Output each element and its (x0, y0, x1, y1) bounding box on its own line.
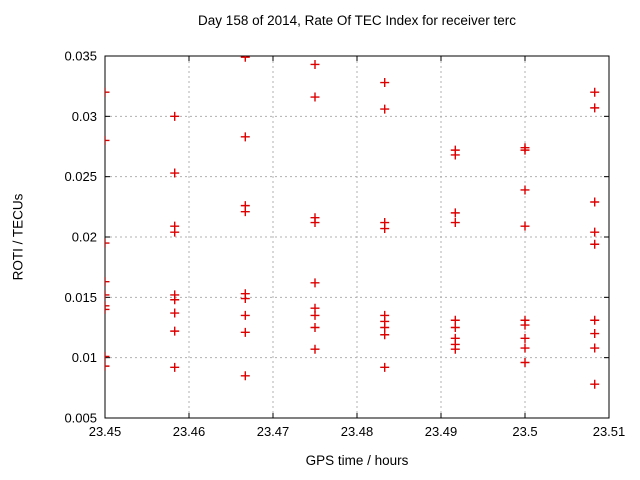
scatter-point (520, 221, 530, 231)
scatter-point (590, 315, 600, 325)
scatter-point (450, 208, 460, 218)
scatter-point (170, 308, 180, 318)
scatter-point (170, 295, 180, 305)
y-axis-label: ROTI / TECUs (10, 193, 26, 281)
scatter-point (240, 132, 250, 142)
scatter-point (450, 218, 460, 228)
scatter-point (380, 330, 390, 340)
scatter-point (105, 351, 110, 361)
scatter-point (105, 238, 110, 248)
scatter-point (105, 361, 110, 371)
scatter-point (170, 326, 180, 336)
x-tick-label: 23.46 (173, 424, 206, 439)
scatter-point (310, 59, 320, 69)
scatter-point (105, 304, 110, 314)
x-tick-label: 23.47 (257, 424, 290, 439)
y-tick-label: 0.02 (72, 230, 97, 245)
scatter-point (310, 218, 320, 228)
x-axis-label: GPS time / hours (305, 453, 409, 468)
scatter-point (520, 185, 530, 195)
scatter-point (170, 362, 180, 372)
y-tick-label: 0.005 (64, 411, 97, 426)
y-tick-label: 0.035 (64, 49, 97, 64)
scatter-point (240, 310, 250, 320)
scatter-point (310, 344, 320, 354)
scatter-point (590, 227, 600, 237)
scatter-point (520, 320, 530, 330)
scatter-point (590, 239, 600, 249)
scatter-point (310, 323, 320, 332)
scatter-point (240, 327, 250, 337)
scatter-point (590, 379, 600, 389)
y-tick-label: 0.01 (72, 350, 97, 365)
scatter-point (105, 277, 110, 287)
scatter-point (520, 145, 530, 155)
scatter-point (105, 301, 110, 311)
x-tick-label: 23.51 (593, 424, 626, 439)
scatter-point (450, 344, 460, 354)
scatter-point (310, 310, 320, 320)
scatter-point (590, 103, 600, 113)
scatter-point (590, 329, 600, 339)
scatter-point (240, 207, 250, 217)
scatter-point (310, 278, 320, 288)
scatter-point (590, 343, 600, 353)
scatter-point (310, 92, 320, 102)
y-tick-label: 0.025 (64, 169, 97, 184)
y-tick-label: 0.015 (64, 290, 97, 305)
scatter-point (380, 104, 390, 114)
x-tick-label: 23.5 (512, 424, 537, 439)
scatter-point (520, 343, 530, 353)
scatter-point (105, 290, 110, 300)
data-points (105, 56, 600, 389)
scatter-point (240, 56, 250, 62)
scatter-point (380, 78, 390, 88)
scatter-point (380, 362, 390, 372)
scatter-point (450, 323, 460, 332)
x-tick-label: 23.48 (341, 424, 374, 439)
scatter-point (520, 333, 530, 343)
scatter-point (105, 87, 110, 97)
scatter-point (170, 227, 180, 237)
scatter-point (240, 371, 250, 381)
scatter-point (590, 197, 600, 207)
x-tick-label: 23.49 (425, 424, 458, 439)
y-tick-label: 0.03 (72, 109, 97, 124)
scatter-point (170, 111, 180, 121)
scatter-point (450, 150, 460, 160)
scatter-point (520, 357, 530, 367)
scatter-point (240, 294, 250, 304)
chart-title: Day 158 of 2014, Rate Of TEC Index for r… (198, 13, 516, 28)
scatter-point (105, 135, 110, 145)
scatter-point (590, 87, 600, 97)
x-tick-label: 23.45 (89, 424, 122, 439)
scatter-point (380, 224, 390, 234)
scatter-point (170, 168, 180, 178)
